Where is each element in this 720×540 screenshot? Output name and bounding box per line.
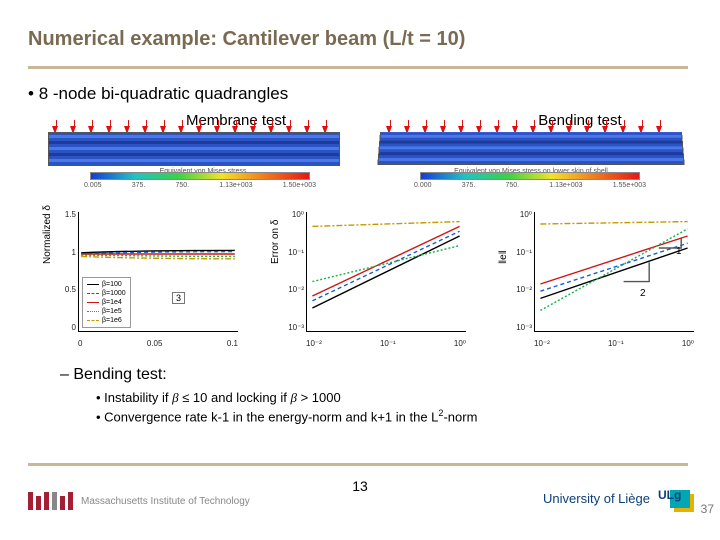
title-rule (28, 66, 688, 69)
plot3-ann-1: 1 (676, 246, 682, 257)
slide-index: 37 (701, 502, 714, 516)
plot3-ann-2: 2 (640, 288, 646, 299)
plot1-yticks: 00.5 11.5 (48, 210, 76, 332)
plot-normalized-delta: Normalized δ 00.5 11.5 00.050.1 3 β=100 … (44, 200, 244, 350)
colorbar-right (420, 172, 640, 180)
liege-name: University of Liège (543, 491, 650, 506)
mit-logo-icon (28, 492, 73, 510)
plot2-xticks: 10⁻²10⁻¹10⁰ (306, 339, 466, 348)
plot1-legend: β=100 β=1000 β=1e4 β=1e5 β=1e6 (82, 277, 131, 328)
bending-test-heading: – Bending test: (60, 366, 167, 384)
stress-field-bending (377, 132, 684, 165)
mit-name: Massachusetts Institute of Technology (81, 496, 250, 507)
plot3-xticks: 10⁻²10⁻¹10⁰ (534, 339, 694, 348)
plot-error-delta: Error on δ 10⁻³10⁻² 10⁻¹10⁰ 10⁻²10⁻¹10⁰ (272, 200, 472, 350)
bullet-main: • 8 -node bi-quadratic quadrangles (28, 84, 288, 104)
plot1-annotation: 3 (172, 292, 185, 304)
slide-title: Numerical example: Cantilever beam (L/t … (28, 28, 465, 51)
plot2-yticks: 10⁻³10⁻² 10⁻¹10⁰ (276, 210, 304, 332)
liege-logo: University of Liège ULg (543, 486, 692, 510)
plot3-yticks: 10⁻³10⁻² 10⁻¹10⁰ (504, 210, 532, 332)
colorbar-ticks-right: 0.000 375. 750. 1.13e+003 1.55e+003 (414, 182, 646, 189)
colorbar-left (90, 172, 310, 180)
plot-energy-error: ‖e‖ 10⁻³10⁻² 10⁻¹10⁰ 10⁻²10⁻¹10⁰ 1 2 (500, 200, 700, 350)
bending-instability-line: • Instability if β ≤ 10 and locking if β… (96, 390, 341, 406)
ulg-icon: ULg (658, 486, 692, 510)
plot2-curves (306, 212, 466, 332)
footer-rule (28, 463, 688, 466)
plot1-xticks: 00.050.1 (78, 339, 238, 348)
stress-field-membrane (48, 132, 340, 166)
colorbar-ticks-left: 0.005 375. 750. 1.13e+003 1.50e+003 (84, 182, 316, 189)
plot3-curves (534, 212, 694, 332)
page-number: 13 (352, 478, 368, 494)
bending-convergence-line: • Convergence rate k-1 in the energy-nor… (96, 408, 477, 424)
mit-logo: Massachusetts Institute of Technology (28, 492, 250, 510)
bullet-main-text: 8 -node bi-quadratic quadrangles (39, 84, 289, 103)
